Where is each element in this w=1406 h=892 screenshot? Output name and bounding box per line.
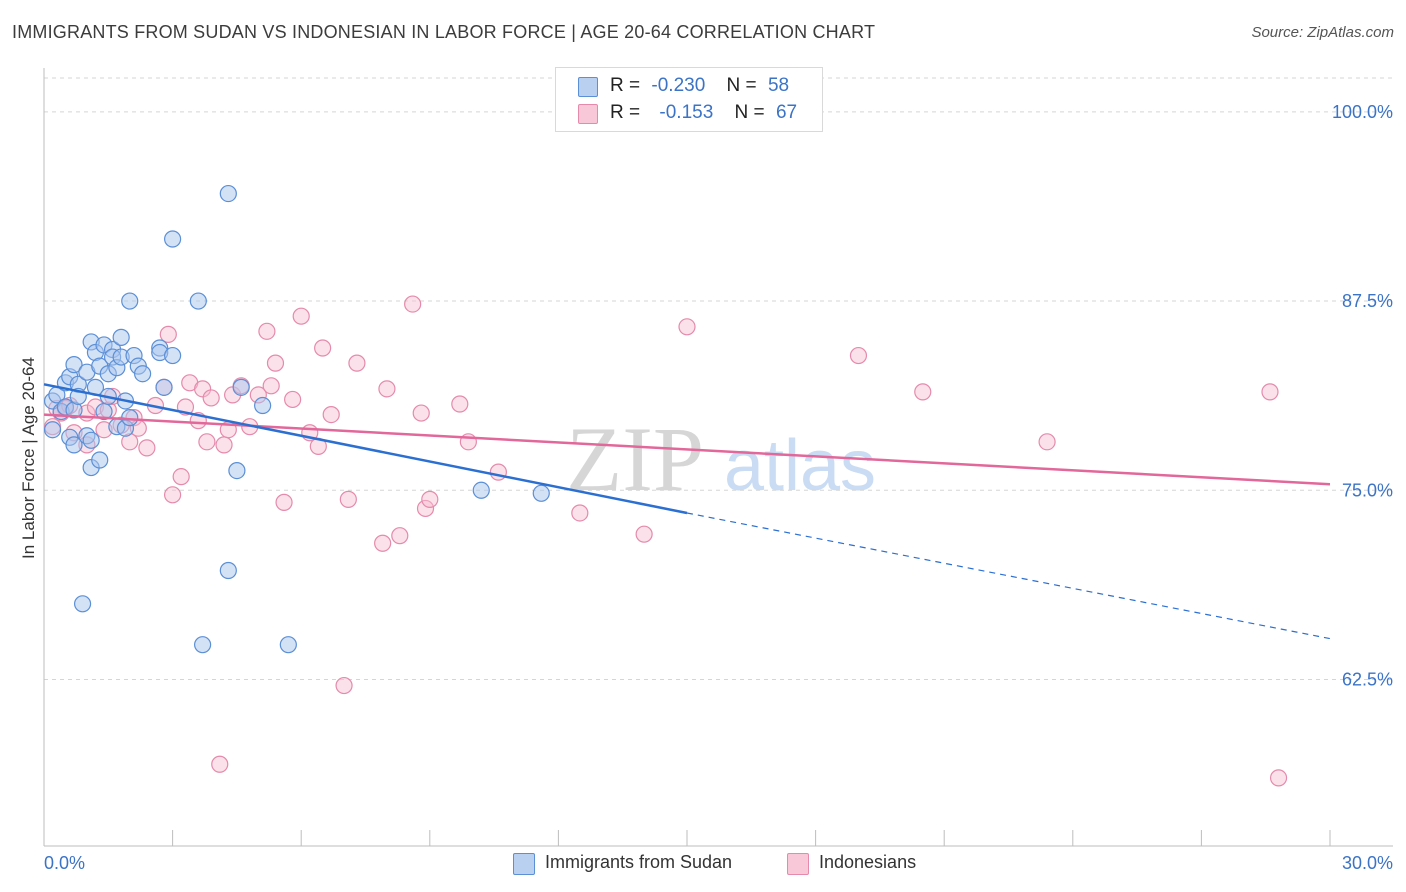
indonesians-point[interactable] [215,436,233,454]
indonesians-legend-label: Indonesians [819,852,917,872]
indonesians-point[interactable] [1261,383,1279,401]
watermark: ZIP atlas [566,408,876,510]
indonesians-point[interactable] [335,676,353,695]
sudan-point[interactable] [189,292,207,310]
sudan-point[interactable] [164,230,182,248]
sudan-point[interactable] [254,396,272,415]
tick-labels: 100.0% 87.5% 75.0% 62.5% 0.0% 30.0% [44,102,1393,873]
x-tick-label: 30.0% [1342,853,1393,873]
sudan-point[interactable] [82,431,100,449]
indonesians-point[interactable] [262,377,280,395]
sudan-point[interactable] [232,378,250,396]
indonesians-point[interactable] [138,439,156,457]
y-tick-label: 87.5% [1342,291,1393,311]
sudan-point[interactable] [65,436,83,454]
n-label: N = [726,75,757,96]
indonesians-point[interactable] [258,322,276,340]
indonesians-point[interactable] [164,486,182,504]
indonesians-point[interactable] [391,527,409,545]
trend-lines [43,383,1331,640]
indonesians-point[interactable] [378,380,396,398]
indonesians-point[interactable] [421,490,439,508]
indonesians-points [43,295,1288,787]
sudan-point[interactable] [219,561,237,580]
indonesians-point[interactable] [198,433,216,451]
indonesians-point[interactable] [416,499,435,518]
series-legend: Immigrants from Sudan Indonesians [0,851,1406,879]
chart-title: IMMIGRANTS FROM SUDAN VS INDONESIAN IN L… [12,22,876,42]
sudan-point[interactable] [219,184,237,203]
indonesians-point[interactable] [159,325,177,343]
indonesians-r-value: -0.153 [659,102,714,123]
indonesians-point[interactable] [194,380,212,398]
sudan-point[interactable] [228,461,246,480]
grid [44,77,1393,680]
sudan-point[interactable] [121,292,139,310]
y-tick-label: 62.5% [1342,669,1393,689]
sudan-point[interactable] [112,328,130,346]
indonesians-point[interactable] [412,404,430,422]
indonesians-point[interactable] [322,405,340,424]
indonesians-point[interactable] [1269,769,1288,787]
sudan-point[interactable] [121,409,139,427]
sudan-point[interactable] [279,636,297,654]
sudan-n-value: 58 [767,75,790,96]
r-label: R = [610,75,641,96]
indonesians-point[interactable] [202,389,220,407]
indonesians-point[interactable] [489,463,507,481]
indonesians-point[interactable] [284,390,302,409]
indonesians-point[interactable] [914,383,932,401]
indonesians-point[interactable] [374,534,392,552]
indonesians-point[interactable] [275,493,293,511]
indonesians-point[interactable] [292,307,310,325]
indonesians-point[interactable] [211,755,229,773]
sudan-r-value: -0.230 [651,75,706,96]
indonesians-point[interactable] [404,295,422,313]
indonesians-point[interactable] [339,490,357,508]
sudan-legend-label: Immigrants from Sudan [545,852,733,872]
sudan-trend-line [43,383,688,515]
indonesians-point[interactable] [635,525,653,543]
indonesians-point[interactable] [266,354,285,372]
indonesians-point[interactable] [451,395,469,413]
x-tick-label: 0.0% [44,853,85,873]
sudan-point[interactable] [155,378,173,396]
n-label: N = [734,102,765,123]
sudan-point[interactable] [43,421,62,439]
chart-source: Source: ZipAtlas.com [1251,24,1394,41]
sudan-legend-swatch [513,853,535,875]
indonesians-point[interactable] [678,318,696,336]
sudan-point[interactable] [164,346,182,365]
sudan-point[interactable] [73,595,92,613]
r-label: R = [610,102,641,123]
correlation-legend: R = -0.230 N = 58 R = -0.153 N = 67 [555,67,823,132]
sudan-point[interactable] [194,636,212,654]
indonesians-n-value: 67 [775,102,798,123]
indonesians-point[interactable] [571,504,589,522]
indonesians-point[interactable] [1038,433,1056,451]
watermark-atlas: atlas [724,426,876,506]
indonesians-point[interactable] [348,354,366,372]
indonesians-point[interactable] [172,468,190,486]
sudan-point[interactable] [65,356,83,374]
sudan-point[interactable] [91,451,109,469]
sudan-point[interactable] [532,484,550,502]
sudan-trend-extension [686,512,1331,640]
axes [43,68,1393,847]
indonesians-point[interactable] [849,346,868,365]
indonesians-swatch [578,104,598,124]
y-tick-label: 100.0% [1332,102,1393,122]
y-tick-label: 75.0% [1342,480,1393,500]
indonesians-point[interactable] [314,339,332,357]
watermark-zip: ZIP [566,408,704,510]
sudan-point[interactable] [133,365,152,383]
indonesians-legend-swatch [787,853,809,875]
sudan-swatch [578,77,598,97]
sudan-point[interactable] [472,481,490,499]
